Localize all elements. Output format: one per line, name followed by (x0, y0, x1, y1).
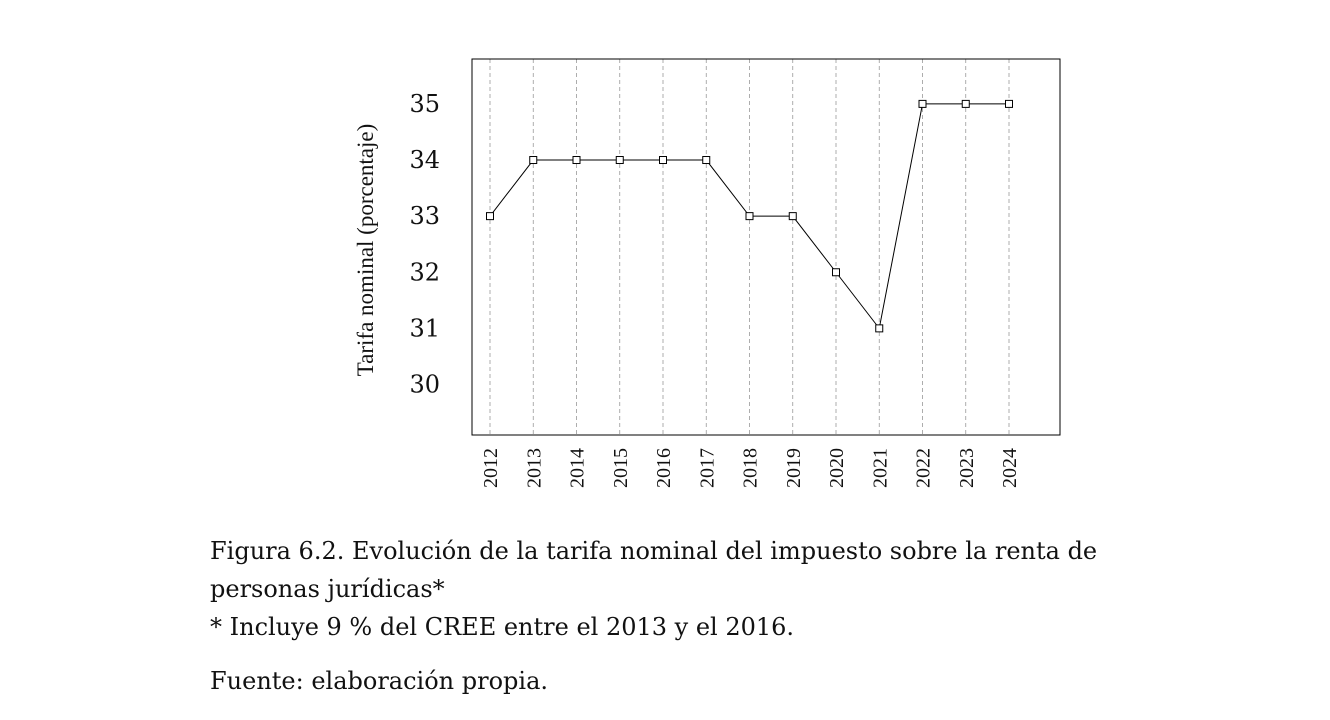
data-point-2022 (918, 99, 927, 108)
caption-note: * Incluye 9 % del CREE entre el 2013 y e… (210, 613, 795, 641)
x-tick-label: 2013 (523, 448, 545, 488)
plot-frame (471, 58, 1061, 436)
data-point-2016 (659, 156, 667, 165)
series-layer (486, 99, 1013, 333)
y-tick-label: 32 (409, 258, 440, 286)
data-point-2014 (572, 156, 581, 165)
y-tick-label: 33 (409, 202, 440, 230)
y-tick-label: 34 (409, 146, 440, 174)
data-point-2020 (832, 268, 840, 277)
x-tick-label: 2021 (869, 448, 891, 488)
y-tick-label: 35 (409, 90, 440, 118)
data-point-2017 (702, 156, 711, 165)
x-tick-label: 2014 (567, 448, 589, 488)
x-tick-label: 2017 (696, 448, 718, 488)
x-tick-labels: 2012 2013 2014 2015 2016 2017 2018 2019 2020 2021… (480, 448, 1021, 488)
x-tick-label: 2024 (999, 448, 1021, 488)
caption-title: Figura 6.2. Evolución de la tarifa nomin… (210, 537, 1098, 603)
data-point-2015 (615, 156, 624, 165)
x-tick-label: 2022 (913, 448, 935, 488)
x-tick-label: 2012 (480, 448, 502, 488)
y-tick-labels: 30 31 32 33 34 35 (409, 90, 440, 399)
y-axis-title: Tarifa nominal (porcentaje) (353, 124, 378, 377)
data-point-2019 (788, 212, 797, 221)
x-tick-label: 2019 (783, 448, 805, 488)
figure-caption: Figura 6.2. Evolución de la tarifa nomin… (210, 532, 1210, 700)
y-tick-label: 30 (409, 370, 440, 398)
data-point-2018 (745, 212, 754, 221)
x-tick-label: 2018 (740, 448, 762, 488)
x-tick-label: 2020 (826, 448, 848, 488)
data-point-2013 (529, 156, 538, 165)
x-tick-label: 2015 (610, 448, 632, 488)
data-point-2023 (961, 99, 970, 108)
x-tick-label: 2023 (956, 448, 978, 488)
data-point-2024 (1005, 99, 1013, 108)
data-point-2021 (875, 324, 884, 333)
grid-lines (489, 59, 1010, 435)
data-point-2012 (486, 212, 494, 221)
y-tick-label: 31 (409, 314, 440, 342)
caption-source: Fuente: elaboración propia. (210, 667, 549, 695)
x-tick-label: 2016 (653, 448, 675, 488)
